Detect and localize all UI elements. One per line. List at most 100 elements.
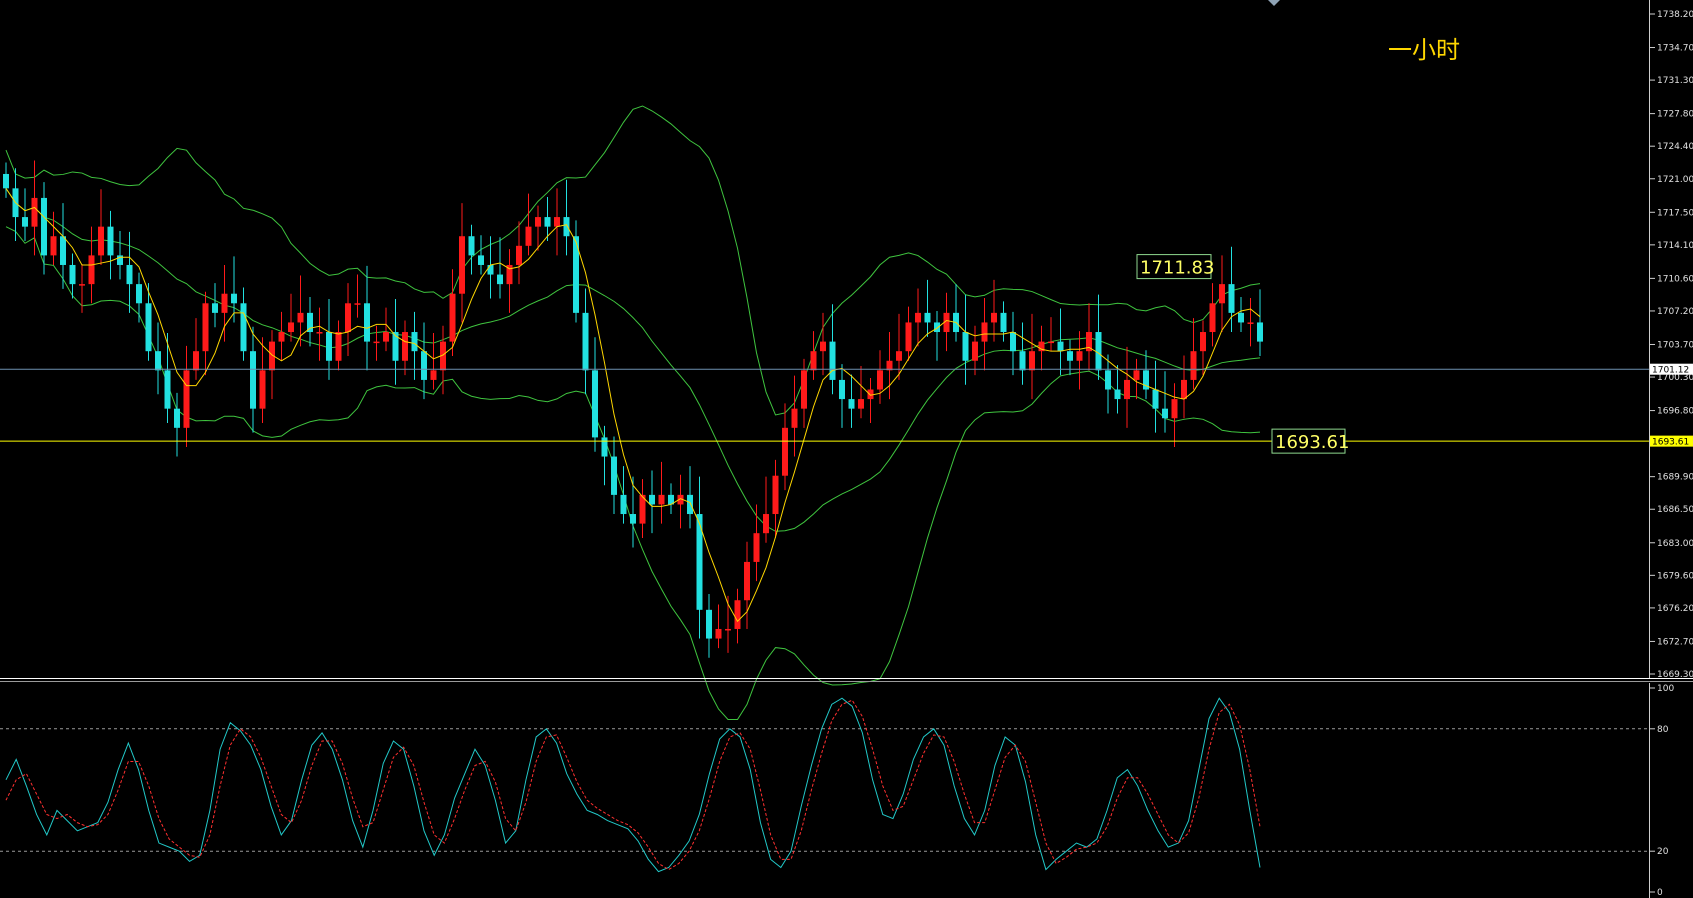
candle-body [136, 284, 142, 304]
candle-body [183, 370, 190, 428]
moving-average-line [5, 188, 1261, 623]
candle-body [896, 351, 902, 361]
candle-body [22, 217, 28, 227]
candle-body [79, 284, 85, 286]
candle [278, 311, 285, 361]
candle [155, 322, 161, 395]
candle [924, 279, 931, 337]
candle [782, 403, 788, 491]
stochastic-panel[interactable]: 100 80 20 0 [0, 683, 1674, 898]
svg-text:1701.12: 1701.12 [1652, 366, 1689, 376]
candle-body [1067, 351, 1073, 361]
candle-body [516, 245, 522, 265]
candle-body [867, 389, 874, 400]
candle-body [1114, 389, 1121, 400]
candle [962, 294, 969, 385]
candle-body [1200, 332, 1206, 352]
candle [791, 375, 798, 457]
candle [734, 588, 741, 644]
candle-body [392, 332, 399, 361]
candle [1238, 297, 1244, 333]
candle [715, 604, 722, 649]
candle-body [335, 332, 342, 361]
candle [345, 283, 351, 356]
candle-body [725, 628, 731, 631]
candle-body [1048, 341, 1054, 344]
candle [183, 345, 190, 447]
candle [221, 264, 228, 342]
candle-body [563, 217, 570, 237]
svg-text:1693.61: 1693.61 [1652, 438, 1689, 448]
osc-tick-label: 20 [1657, 847, 1669, 857]
candle [69, 253, 76, 299]
candle-body [1209, 303, 1216, 333]
candle [1019, 322, 1026, 385]
candle-body [820, 341, 826, 352]
candle [1200, 320, 1206, 376]
candle-body [506, 264, 513, 285]
candle-body [848, 399, 855, 409]
candle-body [677, 494, 684, 505]
candle [687, 466, 693, 529]
candle [744, 541, 750, 629]
price-tick-label: 1710.60 [1657, 274, 1693, 284]
price-panel[interactable]: 1738.20 1734.70 1731.30 1727.80 1724.40 1721.… [0, 0, 1693, 721]
candle-body [658, 494, 665, 505]
candle [582, 288, 589, 395]
price-tick-label: 1721.00 [1657, 175, 1693, 185]
osc-axis: 100 80 20 0 [1650, 684, 1674, 898]
candle-body [231, 293, 237, 304]
candle-body [915, 312, 921, 323]
candle [1057, 308, 1064, 376]
candle-body [145, 303, 152, 352]
high-annotation: 1711.83 [1136, 254, 1214, 280]
candle [1228, 246, 1235, 333]
candle [411, 311, 418, 380]
price-tick-label: 1734.70 [1657, 44, 1693, 54]
candle [905, 306, 912, 361]
candle [383, 307, 389, 352]
candle-body [886, 360, 893, 371]
candle-body [981, 322, 988, 342]
support-annotation: 1693.61 [1271, 428, 1349, 454]
candle-body [107, 226, 114, 256]
candle [126, 231, 133, 313]
candle [164, 332, 171, 424]
candle [392, 298, 399, 385]
candle-body [3, 173, 9, 189]
candle [706, 594, 712, 658]
price-tick-label: 1717.50 [1657, 208, 1693, 218]
candle [1114, 365, 1121, 414]
candle-body [1190, 351, 1197, 380]
candle [1143, 350, 1149, 400]
candle [972, 325, 978, 376]
candle [1086, 303, 1092, 371]
scroll-marker-icon[interactable] [1268, 0, 1280, 6]
candle-body [1219, 284, 1225, 304]
candle [1076, 331, 1083, 390]
candle [630, 476, 636, 548]
candle-body [620, 494, 627, 515]
candle [829, 304, 836, 395]
candle-body [430, 370, 437, 380]
candle [402, 320, 408, 376]
candle [421, 322, 427, 400]
candle-body [316, 332, 323, 334]
candle-body [1143, 370, 1149, 390]
osc-tick-label: 100 [1657, 684, 1674, 694]
price-tick-label: 1689.90 [1657, 473, 1693, 483]
candle [41, 182, 47, 275]
candle-body [1238, 312, 1244, 323]
candle-body [649, 494, 655, 505]
candle-body [202, 303, 209, 352]
candle-body [117, 255, 123, 265]
candle [326, 298, 332, 380]
candle [639, 479, 646, 538]
candle-body [554, 217, 560, 227]
candle [763, 476, 769, 543]
candle [506, 249, 513, 313]
candle [535, 205, 541, 251]
candle-body [715, 628, 722, 639]
